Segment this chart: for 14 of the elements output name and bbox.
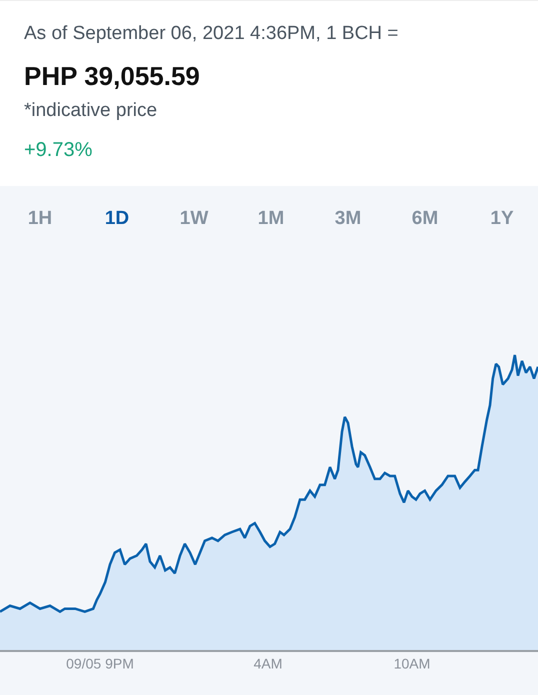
text: 3M: [334, 208, 362, 230]
x-tick-label: 10AM: [394, 656, 430, 672]
text: 1D: [104, 208, 130, 230]
chart-subtitle: As of September 06, 2021 4:36PM, 1 BCH =: [24, 23, 398, 45]
text: +9.73%: [24, 139, 92, 162]
x-tick-label: 09/05 9PM: [66, 656, 134, 672]
chart-title: PHP 39,055.59: [24, 61, 200, 92]
text: 1Y: [490, 208, 514, 230]
text: 1W: [180, 208, 208, 230]
text: *indicative price: [24, 100, 158, 122]
text: 1M: [258, 208, 284, 230]
text: 6M: [412, 208, 438, 230]
text: 1H: [28, 208, 52, 230]
x-tick-label: 4AM: [254, 656, 282, 672]
